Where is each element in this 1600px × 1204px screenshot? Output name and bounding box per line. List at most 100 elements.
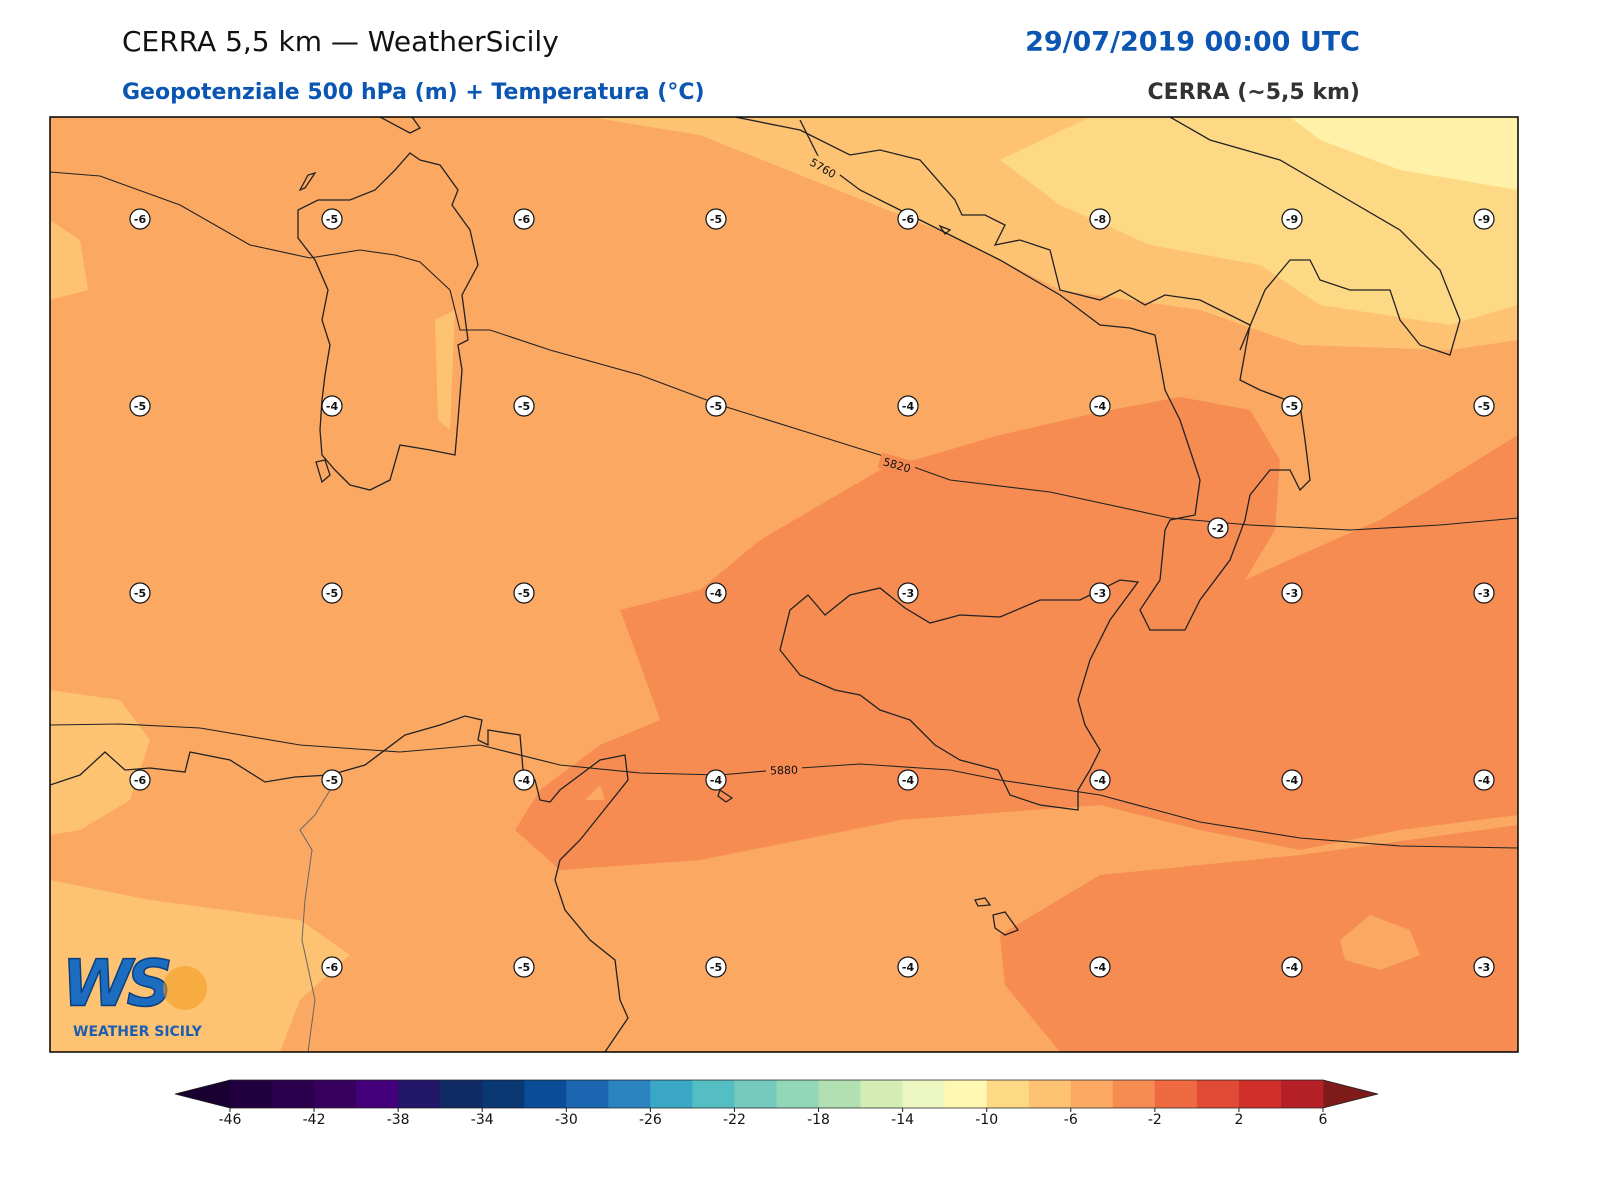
temperature-marker	[1281, 769, 1303, 791]
coastline	[1169, 117, 1461, 356]
colorbar-tick-label: -2	[1148, 1112, 1162, 1128]
temperature-marker	[705, 769, 727, 791]
colorbar-bin	[1238, 1080, 1282, 1108]
colorbar-bin	[1154, 1080, 1198, 1108]
field-cool	[50, 880, 350, 1052]
temperature-label: -5	[518, 961, 530, 974]
colorbar-bin	[902, 1080, 946, 1108]
temperature-label: -6	[902, 213, 915, 226]
temperature-label: -3	[1286, 587, 1298, 600]
temperature-label: -6	[134, 213, 147, 226]
temperature-marker	[1281, 956, 1303, 978]
temperature-marker	[129, 582, 151, 604]
temperature-marker	[897, 208, 919, 230]
temperature-marker	[321, 208, 343, 230]
colorbar-tick-label: -46	[219, 1112, 242, 1128]
colorbar-bin	[734, 1080, 777, 1108]
temperature-marker	[1281, 208, 1303, 230]
temperature-marker	[1281, 582, 1303, 604]
temperature-label: -5	[326, 587, 338, 600]
colorbar-bin	[1070, 1080, 1114, 1108]
temperature-label: -5	[134, 400, 146, 413]
temperature-marker	[513, 582, 535, 604]
temperature-marker	[321, 769, 343, 791]
field-warm	[1000, 825, 1518, 1052]
coastline	[734, 117, 1311, 631]
temperature-label: -6	[326, 961, 339, 974]
coastline	[779, 579, 1140, 811]
colorbar-bin	[356, 1080, 399, 1108]
field-warm	[515, 397, 1518, 870]
datetime: 29/07/2019 00:00 UTC	[1025, 27, 1360, 58]
colorbar-bin	[440, 1080, 483, 1108]
temperature-label: -4	[1478, 774, 1491, 787]
colorbar-bin	[608, 1080, 651, 1108]
temperature-label: -4	[1286, 961, 1299, 974]
logo-text: WEATHER SICILY	[73, 1024, 203, 1040]
temperature-label: -5	[1286, 400, 1298, 413]
temperature-label: -4	[326, 400, 339, 413]
colorbar-bin	[818, 1080, 862, 1108]
colorbar-tick-label: -34	[471, 1112, 494, 1128]
contour-line	[50, 723, 1518, 849]
temperature-marker	[1473, 769, 1495, 791]
temperature-label: -8	[1094, 213, 1106, 226]
temperature-marker	[513, 956, 535, 978]
temperature-marker	[1089, 208, 1111, 230]
temperature-marker	[705, 956, 727, 978]
coastline	[717, 224, 1020, 936]
temperature-label: -5	[1478, 400, 1490, 413]
field-cool	[50, 220, 455, 835]
colorbar-under	[175, 1080, 230, 1108]
colorbar-bin	[482, 1080, 525, 1108]
temperature-marker	[1473, 956, 1495, 978]
temperature-label: -5	[518, 400, 530, 413]
logo-mark: WS	[62, 948, 170, 1022]
colorbar-bin	[650, 1080, 693, 1108]
temperature-label: -3	[1478, 587, 1490, 600]
temperature-marker	[321, 395, 343, 417]
temperature-marker	[897, 582, 919, 604]
temperature-marker	[1281, 395, 1303, 417]
temperature-label: -4	[710, 587, 723, 600]
colorbar-bin	[1112, 1080, 1156, 1108]
colorbar-bin	[776, 1080, 820, 1108]
colorbar-bin	[398, 1080, 441, 1108]
colorbar-bin	[566, 1080, 609, 1108]
temperature-marker	[1473, 395, 1495, 417]
temperature-marker	[1473, 582, 1495, 604]
colorbar-tick-label: -38	[387, 1112, 410, 1128]
temperature-marker	[705, 395, 727, 417]
temperature-label: -5	[326, 213, 338, 226]
colorbar-tick-label: -30	[555, 1112, 578, 1128]
coastline	[50, 715, 629, 1052]
coastline	[297, 152, 479, 491]
source: CERRA (~5,5 km)	[1148, 80, 1360, 105]
colorbar-tick-label: -26	[639, 1112, 662, 1128]
temperature-label: -5	[710, 400, 722, 413]
colorbar-bin	[860, 1080, 904, 1108]
temperature-label: -6	[134, 774, 147, 787]
temperature-marker	[129, 769, 151, 791]
temperature-marker	[321, 582, 343, 604]
temperature-marker	[1089, 395, 1111, 417]
contour-line	[50, 171, 1518, 531]
temperature-marker	[705, 208, 727, 230]
temperature-label: -3	[1094, 587, 1106, 600]
temperature-label: -4	[1094, 400, 1107, 413]
temperature-label: -4	[1094, 961, 1107, 974]
temperature-label: -4	[1286, 774, 1299, 787]
temperature-label: -4	[902, 774, 915, 787]
temperature-marker	[897, 769, 919, 791]
temperature-marker	[1089, 956, 1111, 978]
temperature-label: -5	[518, 587, 530, 600]
temperature-marker	[1207, 517, 1229, 539]
contour-label: 5880	[765, 761, 803, 779]
colorbar-bin	[692, 1080, 735, 1108]
map-frame	[49, 116, 1519, 1053]
colorbar-bin	[944, 1080, 988, 1108]
temperature-label: -9	[1478, 213, 1490, 226]
temperature-label: -4	[902, 400, 915, 413]
temperature-marker	[513, 208, 535, 230]
